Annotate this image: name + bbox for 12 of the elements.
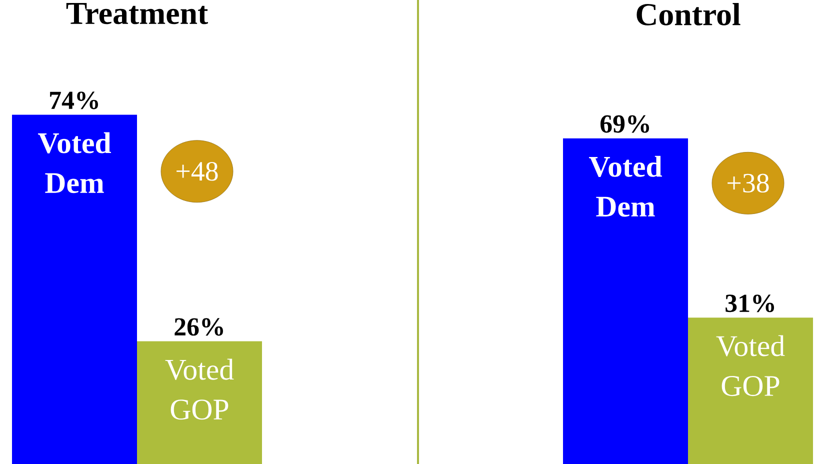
x-tick-label: Voted Dem (589, 156, 662, 217)
x-tick-label: Voted GOP (716, 335, 785, 396)
chart-title: Control (636, 2, 740, 26)
data-label: 26% (174, 318, 223, 336)
x-tick-label: Voted Dem (38, 132, 111, 194)
chart-title: Treatment (66, 2, 208, 24)
annotation: +38 (728, 174, 769, 193)
annotation: +48 (176, 162, 218, 181)
data-label: 31% (726, 294, 774, 312)
data-label: 69% (600, 115, 649, 133)
data-label: 74% (50, 92, 98, 110)
x-tick-label: Voted GOP (165, 358, 234, 420)
